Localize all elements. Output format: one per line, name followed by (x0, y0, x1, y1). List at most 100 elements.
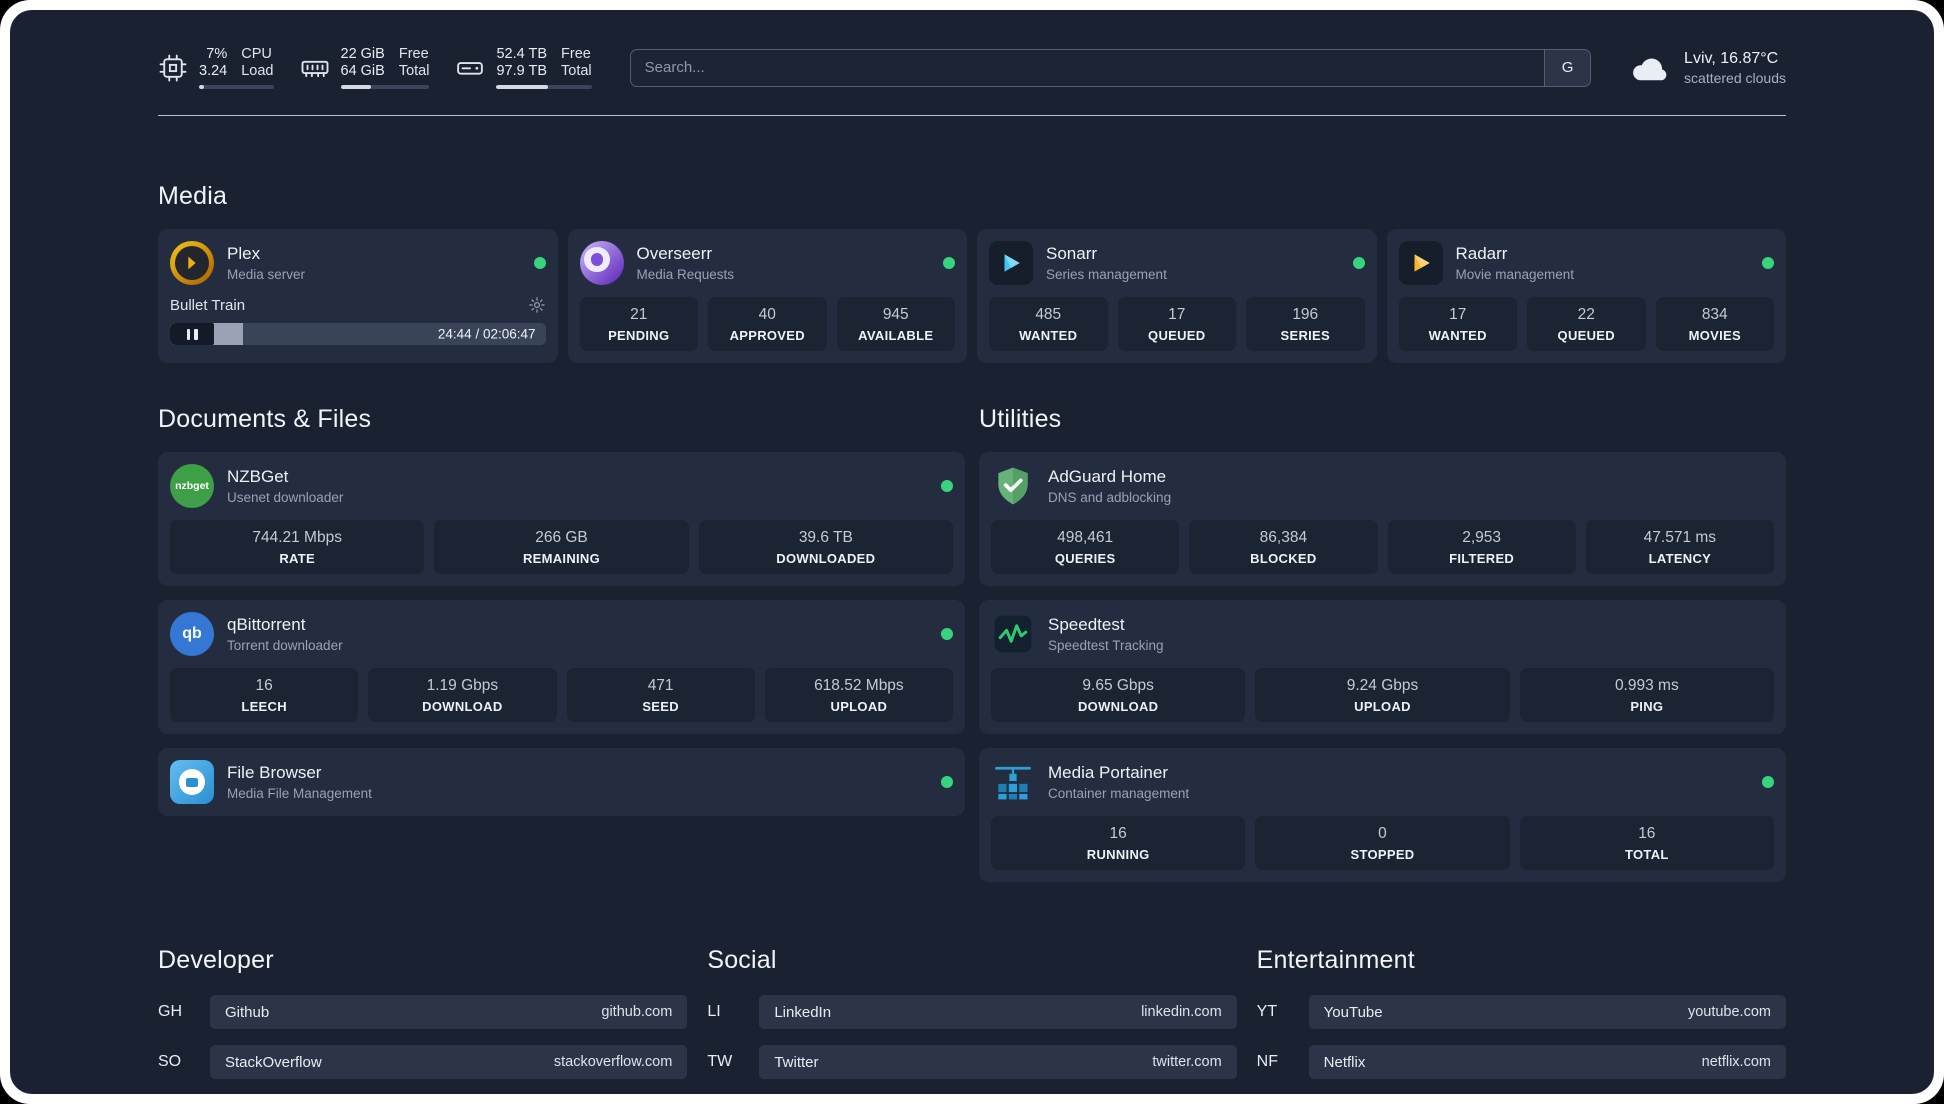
app-card-nzbget[interactable]: nzbget NZBGet Usenet downloader 744.21 M… (158, 452, 965, 586)
app-card-speedtest[interactable]: Speedtest Speedtest Tracking 9.65 Gbps D… (979, 600, 1786, 734)
cloud-icon (1633, 58, 1667, 80)
app-subtitle: Media File Management (227, 786, 372, 801)
overseerr-icon (579, 241, 624, 285)
stat-value: 17 (1449, 306, 1467, 323)
stat-value: 39.6 TB (798, 529, 853, 546)
app-subtitle: Speedtest Tracking (1048, 638, 1164, 653)
now-playing-title: Bullet Train (170, 296, 246, 314)
stat-value: 21 (630, 306, 648, 323)
stat-tile: 618.52 Mbps UPLOAD (764, 668, 953, 722)
app-subtitle: Container management (1048, 786, 1190, 801)
bookmark-link-stackoverflow[interactable]: StackOverflow stackoverflow.com (210, 1045, 688, 1079)
stat-label: REMAINING (522, 551, 601, 566)
stat-value: 16 (255, 677, 273, 694)
header-divider (158, 115, 1786, 116)
app-card-radarr[interactable]: Radarr Movie management 17 WANTED 22 QUE… (1386, 229, 1786, 363)
section-utilities: Utilities AdGuard Home (979, 405, 1786, 882)
app-card-portainer[interactable]: Media Portainer Container management 16 … (979, 748, 1786, 882)
stat-tile: 17 QUEUED (1117, 297, 1236, 351)
cpu-usage-bar (199, 85, 274, 89)
bookmark-link-github[interactable]: Github github.com (210, 995, 688, 1029)
bookmark-link-twitter[interactable]: Twitter twitter.com (759, 1045, 1237, 1079)
stat-value: 0 (1378, 825, 1387, 842)
bookmark-url: twitter.com (1152, 1054, 1222, 1070)
stat-value: 17 (1168, 306, 1186, 323)
bookmark-group-entertainment: Entertainment YT YouTube youtube.com NF … (1257, 946, 1786, 1094)
app-card-sonarr[interactable]: Sonarr Series management 485 WANTED 17 Q… (977, 229, 1377, 363)
stat-tile: 16 LEECH (170, 668, 359, 722)
bookmark-url: youtube.com (1687, 1004, 1771, 1020)
stat-label: UPLOAD (830, 699, 888, 714)
stat-tile: 17 WANTED (1398, 297, 1517, 351)
bookmark-row: LI LinkedIn linkedin.com (707, 995, 1237, 1029)
bookmark-url: github.com (601, 1004, 673, 1020)
stat-tile: 1.19 Gbps DOWNLOAD (368, 668, 557, 722)
status-dot (1352, 257, 1365, 269)
search-bar: G (629, 48, 1592, 87)
qbittorrent-icon-text: qb (182, 625, 202, 642)
weather-widget[interactable]: Lviv, 16.87°C scattered clouds (1629, 50, 1786, 86)
bookmark-link-youtube[interactable]: YouTube youtube.com (1308, 995, 1786, 1029)
search-input[interactable] (630, 49, 1545, 86)
app-name: AdGuard Home (1048, 467, 1167, 486)
sonarr-icon (989, 241, 1033, 285)
search-engine-button[interactable]: G (1544, 49, 1591, 86)
speedtest-icon (991, 612, 1035, 656)
app-card-overseerr[interactable]: Overseerr Media Requests 21 PENDING 40 A… (567, 229, 967, 363)
app-name: Speedtest (1048, 615, 1125, 634)
status-dot (941, 480, 953, 492)
app-subtitle: Torrent downloader (227, 638, 343, 653)
stat-value: 47.571 ms (1643, 529, 1717, 546)
stat-tile: 21 PENDING (579, 297, 698, 351)
pause-button[interactable] (170, 323, 214, 345)
disk-usage-bar-fill (496, 85, 548, 89)
memory-total-value: 64 GiB (340, 63, 385, 79)
stat-value: 16 (1109, 825, 1127, 842)
app-card-qbittorrent[interactable]: qb qBittorrent Torrent downloader 16 LEE… (158, 600, 965, 734)
stat-label: QUEUED (1148, 328, 1206, 343)
status-dot (941, 628, 953, 640)
playback-progress-bar[interactable]: 24:44 / 02:06:47 (170, 323, 546, 345)
stat-label: SERIES (1280, 328, 1330, 343)
stat-value: 834 (1701, 306, 1728, 323)
status-dot (941, 776, 953, 788)
disk-total-value: 97.9 TB (496, 63, 548, 79)
bookmark-link-linkedin[interactable]: LinkedIn linkedin.com (759, 995, 1237, 1029)
bookmark-name: YouTube (1323, 1003, 1383, 1021)
app-card-adguard[interactable]: AdGuard Home DNS and adblocking 498,461 … (979, 452, 1786, 586)
dashboard: 7% 3.24 CPU Load (10, 10, 1934, 1094)
stat-tile: 266 GB REMAINING (434, 520, 689, 574)
stat-value: 485 (1035, 306, 1062, 323)
radarr-icon (1398, 241, 1443, 285)
app-subtitle: Media server (227, 267, 306, 282)
stat-label: FILTERED (1449, 551, 1515, 566)
stat-tile: 0.993 ms PING (1519, 668, 1774, 722)
gear-icon[interactable] (528, 296, 546, 314)
nzbget-icon: nzbget (170, 464, 214, 508)
status-dot (1762, 776, 1774, 788)
stat-label: PING (1630, 699, 1664, 714)
disk-free-label: Free (561, 46, 591, 62)
cpu-usage-value: 7% (206, 46, 228, 62)
bookmark-row: NF Netflix netflix.com (1257, 1045, 1786, 1079)
memory-total-label: Total (398, 63, 430, 79)
stat-tile: 22 QUEUED (1527, 297, 1646, 351)
section-title-developer: Developer (158, 946, 274, 974)
app-card-filebrowser[interactable]: File Browser Media File Management (158, 748, 965, 816)
app-name: NZBGet (227, 467, 289, 486)
bookmark-abbr-icon: YT (1256, 1003, 1278, 1020)
section-title-media: Media (158, 182, 228, 210)
app-card-plex[interactable]: Plex Media server Bullet Train (158, 229, 558, 363)
section-title-entertainment: Entertainment (1256, 946, 1415, 974)
bookmark-group-developer: Developer GH Github github.com SO StackO… (158, 946, 688, 1094)
stat-tile: 86,384 BLOCKED (1189, 520, 1378, 574)
status-dot (943, 257, 955, 269)
stat-label: RUNNING (1086, 847, 1150, 862)
cpu-load-label: Load (241, 63, 274, 79)
stat-tile: 40 APPROVED (708, 297, 827, 351)
stat-label: AVAILABLE (858, 328, 934, 343)
bookmark-link-netflix[interactable]: Netflix netflix.com (1308, 1045, 1786, 1079)
stat-tile: 0 STOPPED (1255, 816, 1510, 870)
top-bar: 7% 3.24 CPU Load (158, 46, 1786, 89)
